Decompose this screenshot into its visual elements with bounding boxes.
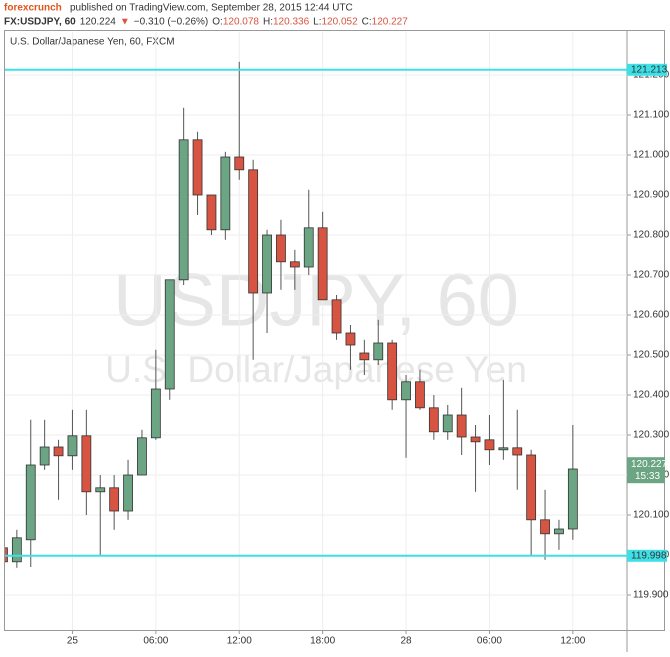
candle-body: [401, 381, 411, 401]
candle-body: [206, 194, 217, 231]
candle-body: [456, 414, 467, 438]
x-tick-label: 06:00: [477, 636, 502, 647]
candle-body: [192, 139, 203, 196]
x-tick-label: 28: [400, 636, 412, 647]
x-tick-label: 06:00: [143, 636, 168, 647]
candle-body: [109, 487, 120, 512]
candle-body: [276, 234, 286, 263]
candle-body: [39, 446, 50, 466]
x-tick-label: 18:00: [310, 636, 335, 647]
x-tick-label: 12:00: [227, 636, 252, 647]
y-tick-label: 120.900: [633, 190, 670, 201]
candle-body: [303, 227, 314, 268]
hline-label-box: [627, 549, 667, 562]
symbol: FX:USDJPY, 60: [4, 17, 76, 28]
x-tick-label: 25: [67, 636, 79, 647]
candle-body: [512, 447, 523, 456]
candle-body: [150, 388, 161, 439]
candle-body: [373, 342, 384, 361]
chart-title: U.S. Dollar/Japanese Yen, 60, FXCM: [10, 37, 175, 48]
candle-body: [331, 299, 342, 334]
y-tick-label: 120.600: [633, 310, 670, 321]
ohlc-value: 120.052: [321, 17, 358, 28]
last-price-box: [627, 457, 665, 484]
candle-body: [359, 352, 370, 361]
ohlc-value: 120.336: [273, 17, 310, 28]
x-tick-label: 12:00: [560, 636, 585, 647]
ohlc-key: L:: [313, 17, 321, 28]
candle-body: [220, 156, 231, 231]
candle-body: [178, 139, 189, 281]
hline-label: 119.998: [631, 550, 667, 561]
y-tick-label: 120.100: [633, 510, 670, 521]
y-tick-label: 120.500: [633, 350, 670, 361]
candle-body: [137, 437, 147, 476]
y-tick-label: 120.400: [633, 390, 670, 401]
hline-label: 121.213: [631, 64, 668, 75]
candle-body: [25, 464, 36, 541]
candle-body: [53, 446, 64, 457]
countdown: 15:33: [635, 471, 660, 482]
ohlc-key: H:: [263, 17, 273, 28]
hline-label-box: [627, 63, 667, 76]
candle-body: [470, 436, 481, 443]
candle-body: [123, 474, 133, 512]
candle-body: [567, 468, 578, 530]
y-tick-label: 121.000: [633, 150, 670, 161]
candle-body: [11, 537, 22, 563]
chart-frame: [4, 30, 665, 631]
ohlc-key: O:: [212, 17, 223, 28]
candle-body: [81, 435, 92, 493]
y-tick-label: 121.100: [633, 110, 670, 121]
last-price-text: 120.224: [80, 17, 117, 28]
candle-body: [540, 519, 550, 535]
last-price-label: 120.227: [631, 459, 668, 470]
candle-body: [387, 342, 398, 401]
candle-body: [317, 227, 328, 301]
change-text: −0.310 (−0.26%): [134, 17, 209, 28]
candle-body: [554, 528, 564, 535]
ohlc-value: 120.078: [223, 17, 260, 28]
overlay: 119.900120.000120.100120.200120.300120.4…: [67, 63, 670, 647]
y-tick-label: 120.800: [633, 230, 670, 241]
y-tick-label: 119.900: [633, 590, 669, 601]
candle-body: [498, 447, 509, 451]
candle-body: [415, 381, 425, 409]
candle-body: [442, 414, 453, 433]
candle-body: [95, 487, 106, 493]
y-tick-label: 120.300: [633, 430, 670, 441]
ohlc-key: C:: [362, 17, 372, 28]
ohlc-value: 120.227: [372, 17, 409, 28]
plot: [5, 32, 627, 630]
candle-body: [345, 332, 356, 346]
candle-body: [164, 279, 175, 390]
candle-body: [67, 435, 78, 457]
candle-body: [484, 439, 495, 451]
candle-body: [248, 169, 259, 294]
watermark: U.S. Dollar/Japanese Yen: [105, 349, 527, 390]
y-tick-label: 120.700: [633, 270, 670, 281]
candle-body: [526, 454, 537, 521]
candle-body: [428, 407, 439, 433]
change-arrow: ▼: [120, 17, 130, 28]
candle-body: [262, 234, 272, 294]
legend-line: FX:USDJPY, 60 120.224 ▼ −0.310 (−0.26%) O: 12…: [4, 17, 408, 28]
published-text: published on TradingView.com, September …: [70, 3, 353, 14]
candle-body: [234, 156, 245, 171]
candle-body: [289, 261, 300, 268]
publisher: forexcrunch: [4, 3, 62, 14]
